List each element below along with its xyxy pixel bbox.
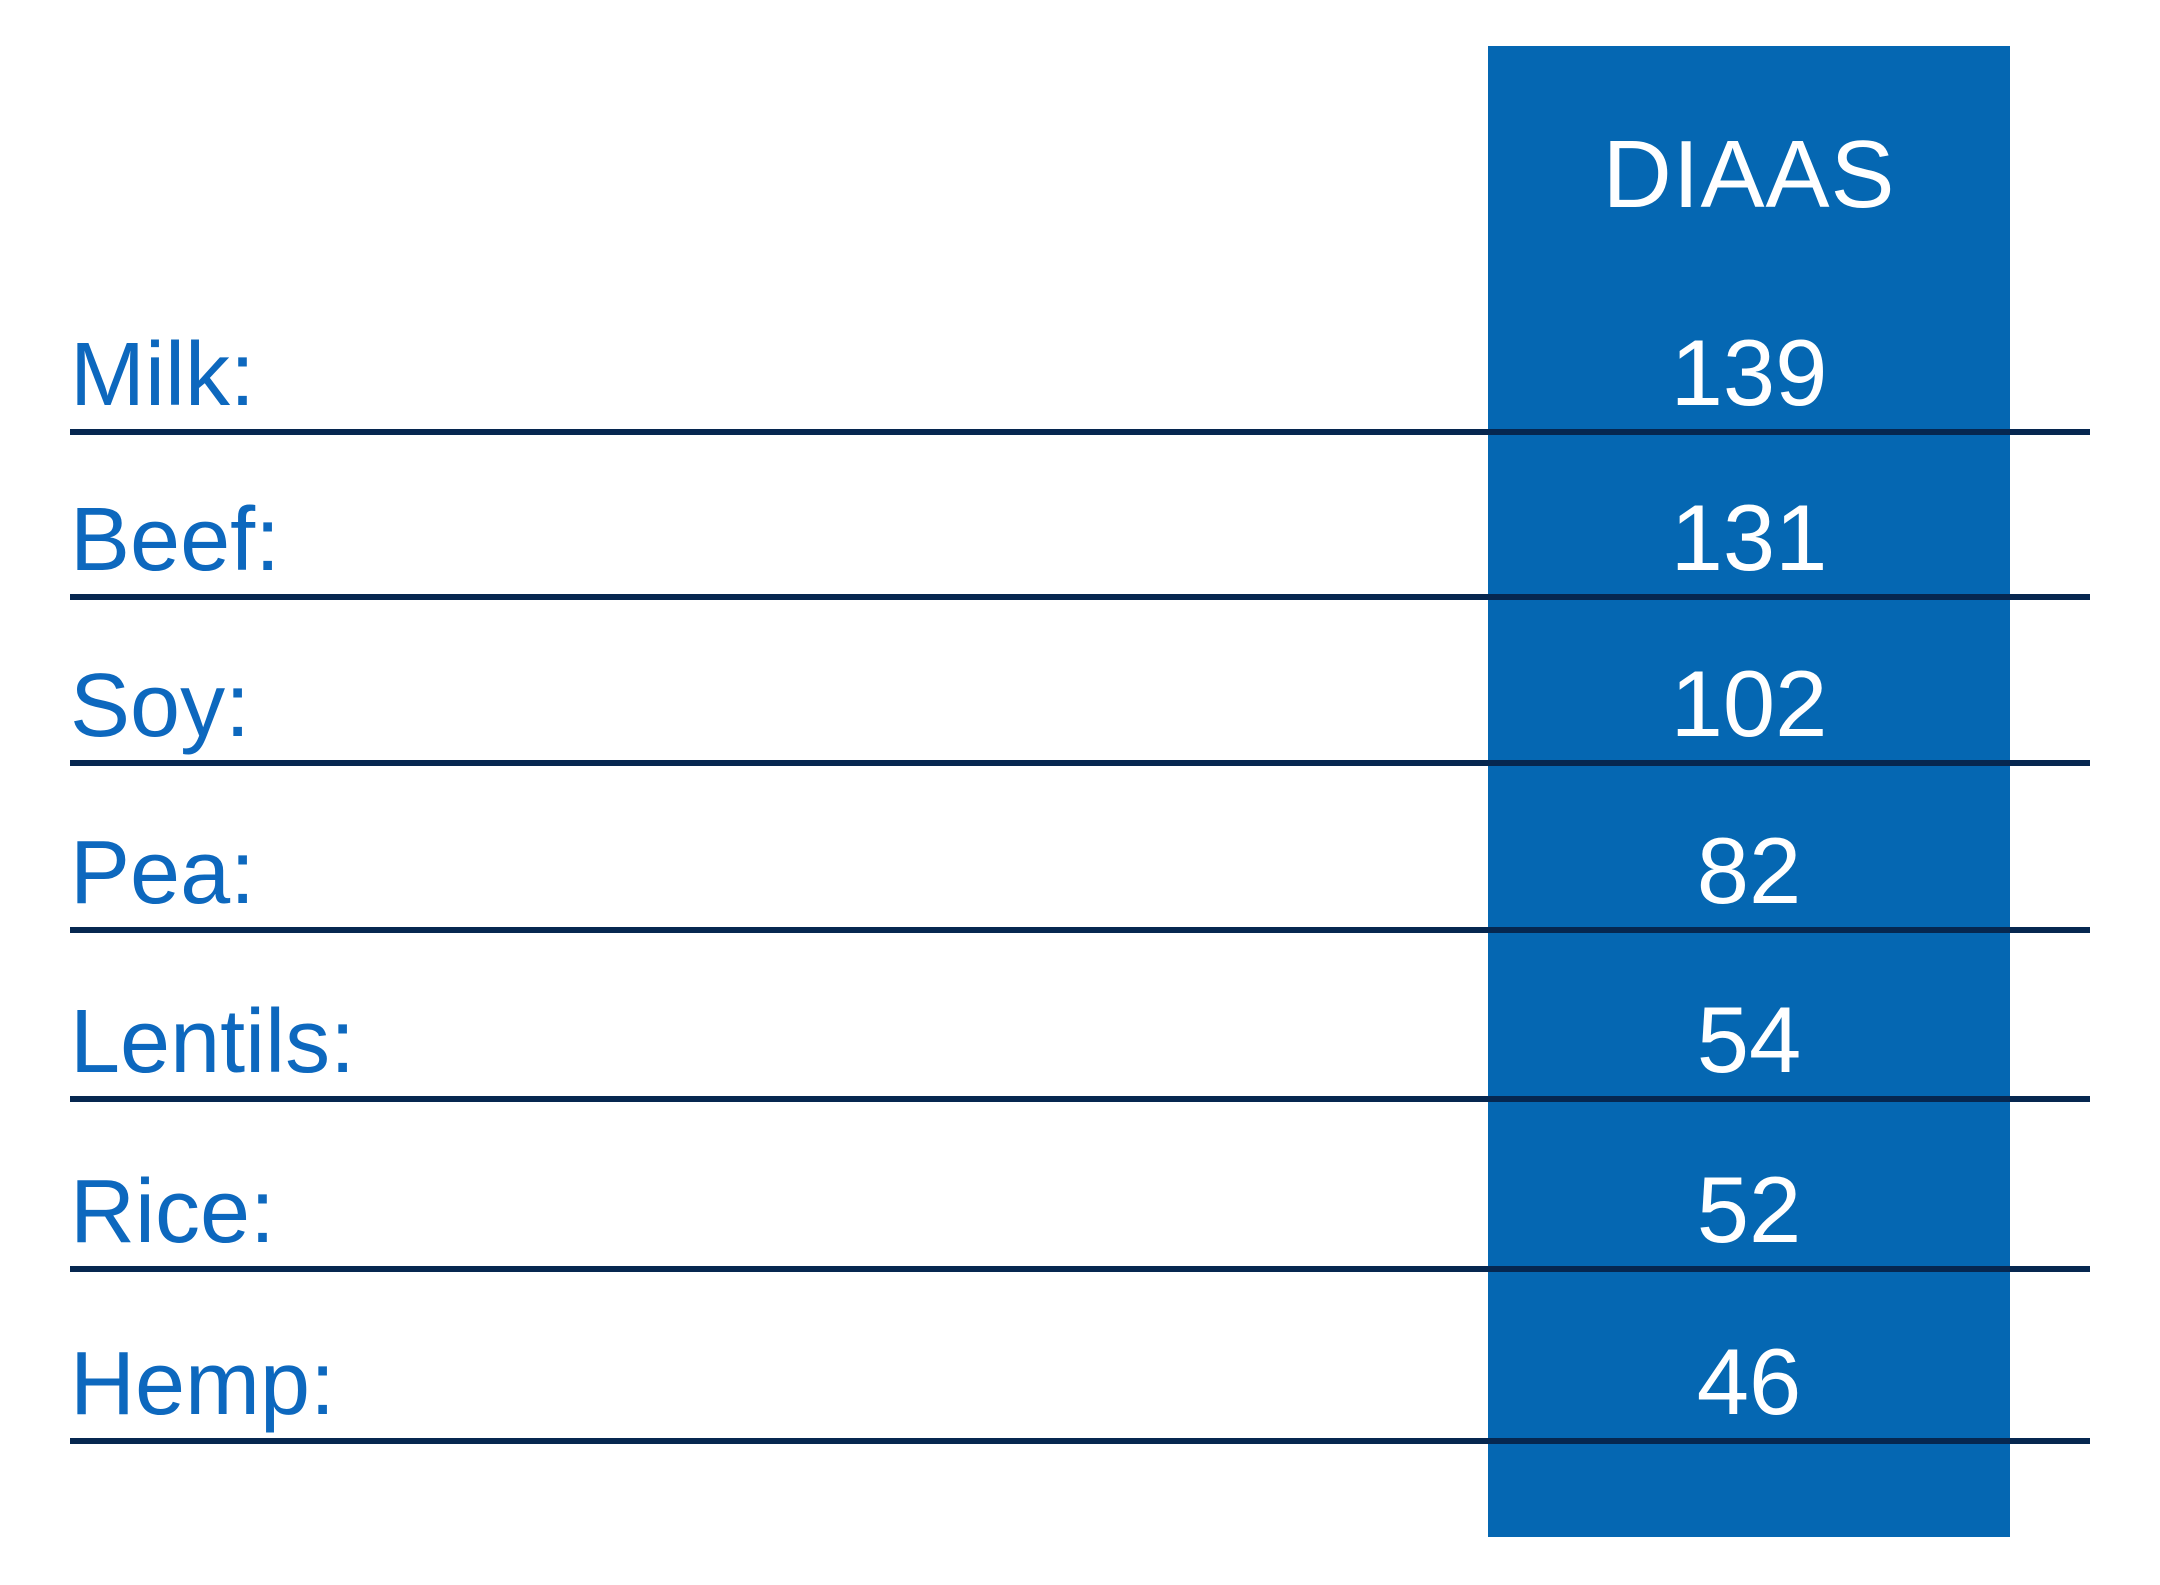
protein-label: Pea:	[70, 823, 256, 923]
diaas-value: 102	[1670, 651, 1828, 756]
diaas-value: 46	[1696, 1329, 1802, 1434]
table-row-milk: Milk: 139	[70, 271, 2090, 435]
protein-label: Milk:	[70, 325, 255, 425]
table-row-hemp: Hemp: 46	[70, 1280, 2090, 1444]
diaas-value: 52	[1696, 1157, 1802, 1262]
table-row-rice: Rice: 52	[70, 1108, 2090, 1272]
protein-label: Soy:	[70, 656, 251, 756]
protein-label: Lentils:	[70, 992, 356, 1092]
protein-label: Hemp:	[70, 1334, 336, 1434]
diaas-value: 54	[1696, 987, 1802, 1092]
diaas-column-header: DIAAS	[1602, 121, 1896, 228]
diaas-value: 139	[1670, 320, 1828, 425]
protein-label: Beef:	[70, 490, 281, 590]
table-row-soy: Soy: 102	[70, 602, 2090, 766]
diaas-value: 82	[1696, 818, 1802, 923]
table-row-lentils: Lentils: 54	[70, 938, 2090, 1102]
protein-label: Rice:	[70, 1162, 276, 1262]
table-row-beef: Beef: 131	[70, 436, 2090, 600]
table-row-pea: Pea: 82	[70, 769, 2090, 933]
diaas-value: 131	[1670, 485, 1828, 590]
diaas-score-column: DIAAS	[1488, 46, 2010, 1537]
